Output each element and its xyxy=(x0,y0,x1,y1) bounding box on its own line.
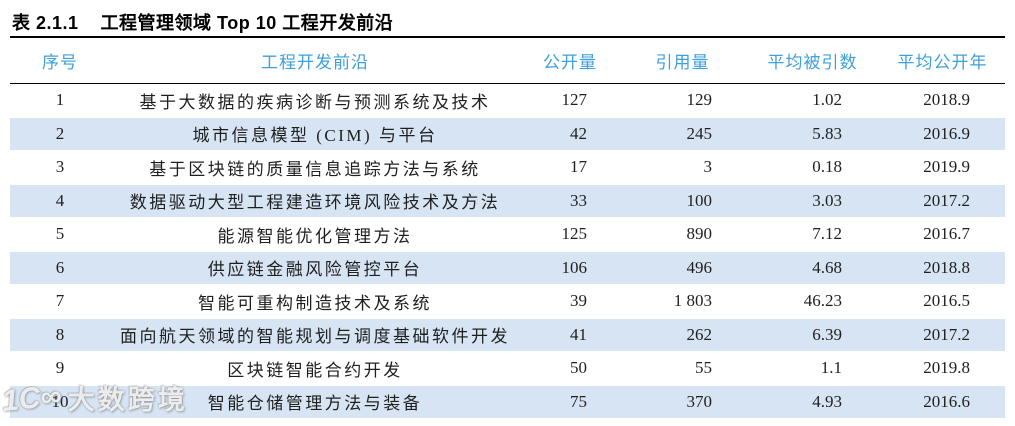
cell-rank: 9 xyxy=(10,351,110,385)
cell-cite: 1 803 xyxy=(620,284,745,318)
cell-pub: 42 xyxy=(520,116,620,152)
cell-avgyear: 2019.9 xyxy=(880,150,1005,184)
cell-frontier: 城市信息模型 (CIM) 与平台 xyxy=(110,116,520,152)
cell-rank: 5 xyxy=(10,217,110,251)
column-header-frontier: 工程开发前沿 xyxy=(110,37,520,84)
cell-cite: 370 xyxy=(620,384,745,420)
cell-avgcite: 46.23 xyxy=(745,284,880,318)
cell-avgcite: 3.03 xyxy=(745,183,880,219)
cell-cite: 496 xyxy=(620,250,745,286)
cell-pub: 50 xyxy=(520,351,620,385)
header-row: 序号 工程开发前沿 公开量 引用量 平均被引数 平均公开年 xyxy=(10,37,1005,84)
cell-rank: 1 xyxy=(10,83,110,117)
cell-avgcite: 0.18 xyxy=(745,150,880,184)
cell-pub: 106 xyxy=(520,250,620,286)
column-header-rank: 序号 xyxy=(10,37,110,84)
cell-cite: 100 xyxy=(620,183,745,219)
cell-rank: 3 xyxy=(10,150,110,184)
cell-frontier: 智能仓储管理方法与装备 xyxy=(110,384,520,420)
table-caption-number: 表 2.1.1 xyxy=(12,13,79,33)
cell-avgcite: 5.83 xyxy=(745,116,880,152)
cell-pub: 33 xyxy=(520,183,620,219)
table-row: 1 基于大数据的疾病诊断与预测系统及技术 127 129 1.02 2018.9 xyxy=(10,83,1005,117)
cell-frontier: 基于大数据的疾病诊断与预测系统及技术 xyxy=(110,83,520,117)
cell-avgcite: 7.12 xyxy=(745,217,880,251)
cell-rank: 10 xyxy=(10,384,110,420)
cell-cite: 129 xyxy=(620,83,745,117)
cell-pub: 41 xyxy=(520,317,620,353)
table-caption-title: 工程管理领域 Top 10 工程开发前沿 xyxy=(100,13,394,33)
cell-cite: 3 xyxy=(620,150,745,184)
cell-frontier: 智能可重构制造技术及系统 xyxy=(110,284,520,318)
cell-pub: 75 xyxy=(520,384,620,420)
cell-cite: 55 xyxy=(620,351,745,385)
cell-pub: 125 xyxy=(520,217,620,251)
cell-frontier: 供应链金融风险管控平台 xyxy=(110,250,520,286)
cell-cite: 245 xyxy=(620,116,745,152)
column-header-cite: 引用量 xyxy=(620,37,745,84)
table-row: 7 智能可重构制造技术及系统 39 1 803 46.23 2016.5 xyxy=(10,284,1005,318)
cell-avgyear: 2018.9 xyxy=(880,83,1005,117)
column-header-avgyear: 平均公开年 xyxy=(880,37,1005,84)
table-row: 9 区块链智能合约开发 50 55 1.1 2019.8 xyxy=(10,351,1005,385)
cell-avgyear: 2016.7 xyxy=(880,217,1005,251)
cell-cite: 890 xyxy=(620,217,745,251)
table-caption: 表 2.1.1 工程管理领域 Top 10 工程开发前沿 xyxy=(12,9,393,35)
cell-avgyear: 2018.8 xyxy=(880,250,1005,286)
cell-avgyear: 2019.8 xyxy=(880,351,1005,385)
table-row: 2 城市信息模型 (CIM) 与平台 42 245 5.83 2016.9 xyxy=(10,116,1005,152)
table-row: 10 智能仓储管理方法与装备 75 370 4.93 2016.6 xyxy=(10,384,1005,420)
cell-rank: 7 xyxy=(10,284,110,318)
cell-avgcite: 4.93 xyxy=(745,384,880,420)
cell-frontier: 面向航天领域的智能规划与调度基础软件开发 xyxy=(110,317,520,353)
cell-avgyear: 2017.2 xyxy=(880,183,1005,219)
cell-avgyear: 2016.5 xyxy=(880,284,1005,318)
table-row: 6 供应链金融风险管控平台 106 496 4.68 2018.8 xyxy=(10,250,1005,286)
cell-frontier: 基于区块链的质量信息追踪方法与系统 xyxy=(110,150,520,184)
cell-avgcite: 1.1 xyxy=(745,351,880,385)
cell-pub: 17 xyxy=(520,150,620,184)
cell-pub: 127 xyxy=(520,83,620,117)
table-row: 8 面向航天领域的智能规划与调度基础软件开发 41 262 6.39 2017.2 xyxy=(10,317,1005,353)
cell-rank: 4 xyxy=(10,183,110,219)
cell-rank: 6 xyxy=(10,250,110,286)
cell-avgyear: 2017.2 xyxy=(880,317,1005,353)
column-header-avgcite: 平均被引数 xyxy=(745,37,880,84)
cell-avgcite: 1.02 xyxy=(745,83,880,117)
cell-frontier: 能源智能优化管理方法 xyxy=(110,217,520,251)
cell-avgcite: 4.68 xyxy=(745,250,880,286)
cell-cite: 262 xyxy=(620,317,745,353)
table-row: 4 数据驱动大型工程建造环境风险技术及方法 33 100 3.03 2017.2 xyxy=(10,183,1005,219)
cell-pub: 39 xyxy=(520,284,620,318)
table-row: 3 基于区块链的质量信息追踪方法与系统 17 3 0.18 2019.9 xyxy=(10,150,1005,184)
frontiers-table: 序号 工程开发前沿 公开量 引用量 平均被引数 平均公开年 1 基于大数据的疾病诊断与预测系… xyxy=(10,36,1005,420)
column-header-pub: 公开量 xyxy=(520,37,620,84)
table-row: 5 能源智能优化管理方法 125 890 7.12 2016.7 xyxy=(10,217,1005,251)
cell-frontier: 数据驱动大型工程建造环境风险技术及方法 xyxy=(110,183,520,219)
cell-avgcite: 6.39 xyxy=(745,317,880,353)
cell-avgyear: 2016.9 xyxy=(880,116,1005,152)
cell-rank: 2 xyxy=(10,116,110,152)
cell-rank: 8 xyxy=(10,317,110,353)
cell-avgyear: 2016.6 xyxy=(880,384,1005,420)
cell-frontier: 区块链智能合约开发 xyxy=(110,351,520,385)
